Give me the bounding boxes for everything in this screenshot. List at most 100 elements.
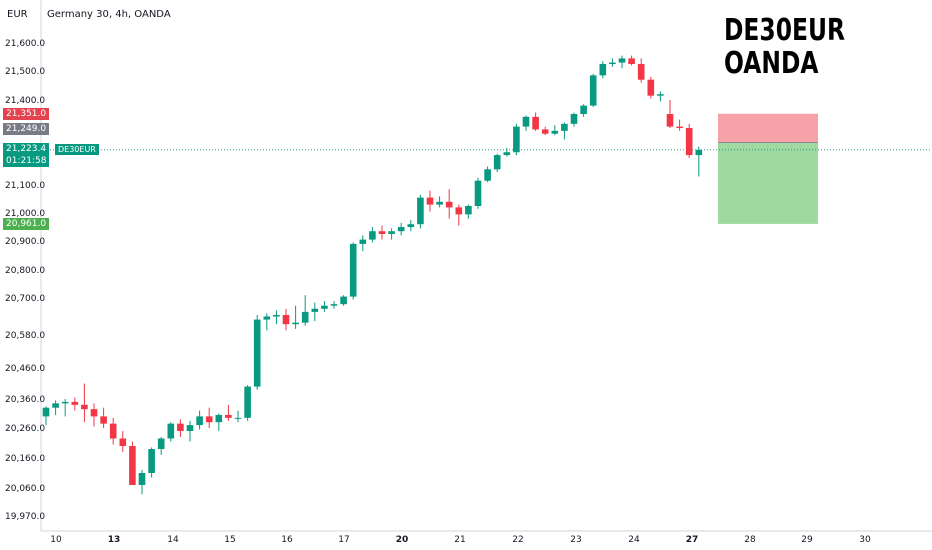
candle-body [167, 423, 175, 439]
y-tick-label: 21,600.0 [5, 39, 45, 49]
candle-body [138, 473, 146, 485]
annotation-title[interactable]: DE30EUR OANDA [724, 14, 845, 80]
candle-body [225, 414, 232, 418]
y-tick-label: 20,360.0 [5, 395, 45, 405]
candle-body [109, 423, 117, 439]
candle-body [186, 425, 194, 431]
x-tick-label: 29 [801, 535, 813, 545]
candle-body [253, 319, 261, 387]
candle-body [493, 155, 501, 170]
candle-body [465, 206, 472, 215]
candle-body [311, 308, 319, 312]
y-tick-label: 21,100.0 [5, 181, 45, 191]
candle-body [71, 401, 79, 405]
candle-body [61, 401, 69, 404]
stop-loss-zone[interactable] [718, 113, 818, 143]
candle-body [676, 126, 683, 128]
candle-body [445, 201, 453, 208]
y-tick-label: 21,000.0 [5, 209, 45, 219]
y-tick-label: 20,260.0 [5, 424, 45, 434]
candle-body [359, 239, 367, 244]
bar-countdown-badge: 01:21:58 [3, 154, 50, 167]
candle-body [388, 231, 395, 234]
candle-body [580, 105, 587, 114]
candle-body [551, 130, 559, 134]
candle-body [609, 62, 616, 64]
y-tick-label: 20,900.0 [5, 237, 45, 247]
x-tick-label: 15 [224, 535, 235, 545]
candle-body [666, 114, 674, 127]
chart-title: Germany 30, 4h, OANDA [47, 9, 171, 20]
candle-body [647, 79, 655, 96]
x-tick-label: 24 [628, 535, 640, 545]
candle-body [589, 75, 597, 106]
position-tool[interactable] [718, 113, 818, 224]
candle-body [570, 114, 578, 124]
candle-body [282, 314, 290, 325]
candle-body [541, 129, 549, 134]
candle-body [42, 407, 50, 417]
candle-body [695, 149, 703, 156]
candle-body [503, 152, 511, 156]
candle-body [618, 58, 626, 63]
entry-price-badge: 21,249.0 [3, 122, 50, 135]
x-tick-label: 20 [396, 535, 409, 545]
y-tick-label: 20,580.0 [5, 331, 45, 341]
candle-body [657, 94, 664, 96]
candle-body [330, 304, 338, 306]
candle-body [637, 64, 645, 80]
take-profit-price-badge: 20,961.0 [3, 217, 50, 230]
candle-body [52, 403, 59, 408]
stop-loss-price-badge: 21,351.0 [3, 107, 50, 120]
x-axis-ticks: 10 13 14 15 16 17 20 21 22 23 24 27 28 29 30 [50, 535, 871, 545]
x-tick-label: 17 [338, 535, 349, 545]
x-tick-label: 22 [512, 535, 523, 545]
candle-body [378, 231, 386, 234]
candle-body [273, 314, 280, 317]
candle-body [349, 243, 357, 297]
x-tick-label: 13 [108, 535, 121, 545]
candle-body [244, 386, 251, 418]
candle-body [532, 116, 539, 130]
candle-body [513, 126, 520, 153]
candle-body [369, 231, 376, 240]
y-tick-label: 21,400.0 [5, 96, 45, 106]
candle-body [340, 296, 347, 305]
y-tick-label: 19,970.0 [5, 512, 45, 522]
candle-body [177, 423, 184, 431]
candle-body [426, 197, 434, 205]
y-tick-label: 20,460.0 [5, 364, 45, 374]
y-tick-label: 20,160.0 [5, 454, 45, 464]
candle-body [484, 169, 491, 181]
candle-body [417, 197, 424, 225]
candle-body [599, 64, 607, 76]
candle-body [81, 404, 88, 410]
candle-body [321, 305, 328, 309]
candle-body [90, 409, 98, 417]
candle-body [119, 438, 127, 446]
candle-body [474, 180, 482, 206]
candle-body [522, 116, 530, 127]
candle-body [196, 416, 203, 426]
candle-body [301, 311, 309, 323]
candle-body [100, 416, 107, 424]
y-tick-label: 20,060.0 [5, 484, 45, 494]
candle-body [436, 201, 443, 205]
take-profit-zone[interactable] [718, 142, 818, 224]
symbol-badge: DE30EUR [55, 143, 99, 155]
candle-body [407, 224, 415, 227]
annotation-line-2: OANDA [724, 46, 819, 81]
x-tick-label: 10 [50, 535, 62, 545]
x-tick-label: 30 [859, 535, 871, 545]
candle-body [234, 417, 242, 419]
y-tick-label: 20,700.0 [5, 294, 45, 304]
candles [42, 55, 703, 495]
candle-body [628, 58, 635, 64]
x-tick-label: 27 [686, 535, 699, 545]
candle-body [157, 438, 165, 449]
candle-body [397, 227, 405, 232]
candle-body [561, 123, 568, 131]
y-tick-label: 20,800.0 [5, 266, 45, 276]
candle-body [148, 449, 155, 473]
